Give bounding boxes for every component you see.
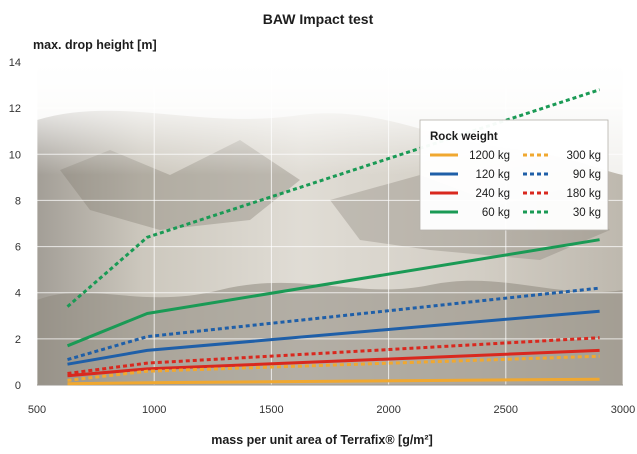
x-tick-label: 1500 — [259, 404, 283, 416]
y-tick-label: 14 — [9, 57, 21, 69]
legend-label-300kg: 300 kg — [566, 150, 601, 162]
series-line-90kg — [67, 286, 600, 362]
y-tick-label: 8 — [15, 195, 21, 207]
legend-label-180kg: 180 kg — [566, 188, 601, 200]
legend-title: Rock weight — [430, 131, 498, 143]
legend-label-1200kg: 1200 kg — [469, 150, 510, 162]
y-tick-label: 10 — [9, 149, 21, 161]
series-line-180kg — [67, 336, 600, 375]
series-line-120kg — [67, 309, 600, 366]
series-line-240kg — [67, 348, 600, 378]
series-line-60kg — [66, 238, 600, 348]
series-line-1200kg — [67, 377, 600, 386]
legend-label-60kg: 60 kg — [482, 207, 510, 219]
y-tick-label: 12 — [9, 103, 21, 115]
legend-label-120kg: 120 kg — [475, 169, 510, 181]
legend-label-90kg: 90 kg — [573, 169, 601, 181]
y-tick-labels: 0 2 4 6 8 10 12 14 — [9, 57, 21, 392]
y-axis-label: max. drop height [m] — [33, 38, 157, 52]
legend-label-240kg: 240 kg — [475, 188, 510, 200]
x-tick-label: 2000 — [376, 404, 400, 416]
x-tick-label: 500 — [28, 404, 46, 416]
x-tick-label: 3000 — [611, 404, 635, 416]
y-tick-label: 6 — [15, 242, 21, 254]
x-axis-label: mass per unit area of Terrafix® [g/m²] — [211, 433, 433, 447]
y-tick-label: 4 — [15, 288, 21, 300]
legend-label-30kg: 30 kg — [573, 207, 601, 219]
x-tick-label: 2500 — [494, 404, 518, 416]
series-lines — [66, 88, 601, 386]
x-tick-labels: 500 1000 1500 2000 2500 3000 — [28, 404, 635, 416]
x-tick-label: 1000 — [142, 404, 166, 416]
y-tick-label: 2 — [15, 334, 21, 346]
legend: Rock weight 1200 kg 120 kg 240 kg 60 kg 300 … — [419, 119, 609, 231]
chart-title: BAW Impact test — [263, 11, 374, 27]
series-line-300kg — [67, 354, 600, 382]
y-tick-label: 0 — [15, 380, 21, 392]
